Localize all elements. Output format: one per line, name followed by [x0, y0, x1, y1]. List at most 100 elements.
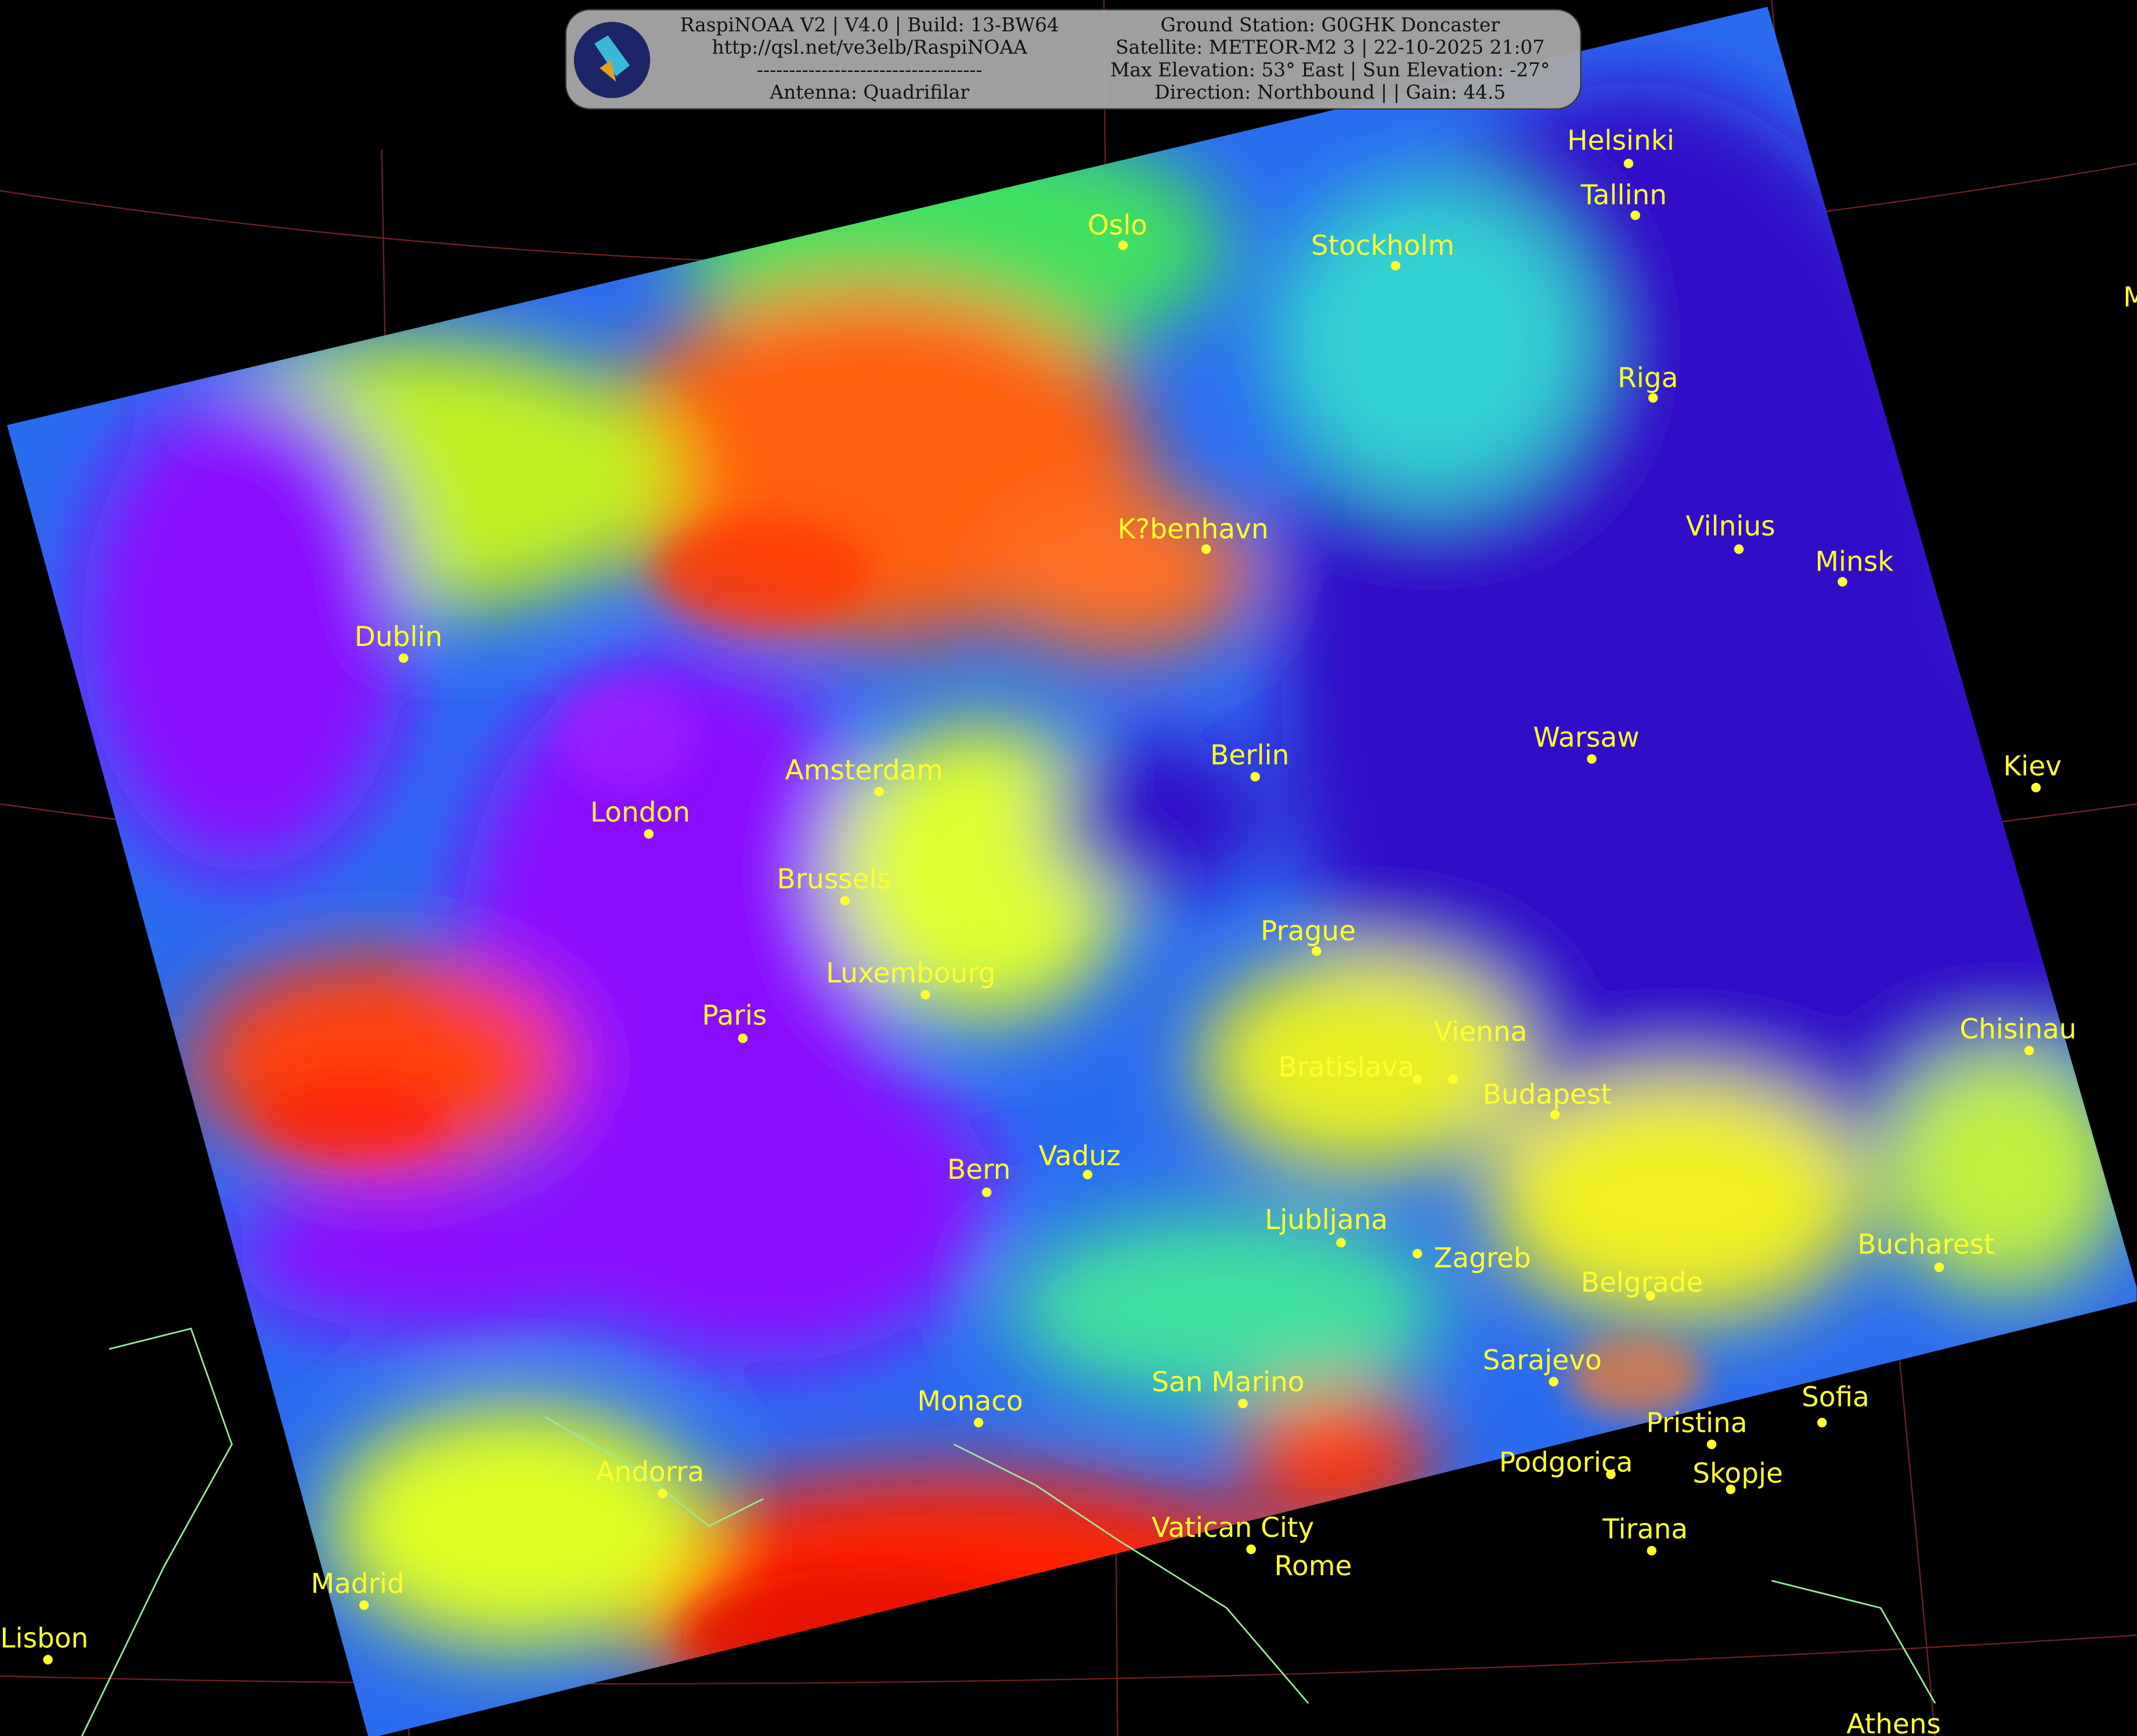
city-london: London [590, 797, 690, 839]
city-m: M [2123, 281, 2137, 313]
city-marker-icon [1250, 771, 1260, 782]
city-label: Sarajevo [1483, 1344, 1602, 1376]
city-label: Minsk [1815, 546, 1894, 578]
city-marker-icon [658, 1488, 667, 1499]
city-label: San Marino [1151, 1366, 1304, 1398]
city-bratislava: Bratislava [1279, 1052, 1423, 1084]
city-podgorica: Podgorica [1499, 1447, 1633, 1479]
city-marker-icon [1246, 1544, 1256, 1554]
city-marker-icon [1391, 261, 1400, 271]
city-label: Bucharest [1857, 1229, 1994, 1261]
city-andorra: Andorra [595, 1456, 704, 1499]
city-label: Vienna [1434, 1016, 1527, 1048]
city-label: Riga [1618, 362, 1678, 394]
city-marker-icon [644, 829, 654, 839]
city-marker-icon [738, 1033, 748, 1044]
city-dublin: Dublin [355, 621, 443, 663]
header-left-line: Antenna: Quadrifilar [769, 81, 969, 103]
city-label: K?benhavn [1118, 513, 1269, 545]
city-marker-icon [1734, 544, 1744, 554]
city-label: Rome [1275, 1550, 1352, 1582]
city-marker-icon [1548, 1377, 1559, 1387]
city-label: Ljubljana [1265, 1204, 1388, 1236]
city-monaco: Monaco [917, 1385, 1023, 1428]
header-right-line: Direction: Northbound | | Gain: 44.5 [1154, 81, 1506, 103]
city-riga: Riga [1618, 362, 1678, 403]
city-label: Bratislava [1279, 1052, 1415, 1084]
city-tallinn: Tallinn [1580, 179, 1667, 221]
city-marker-icon [1706, 1439, 1717, 1449]
city-label: Tallinn [1580, 179, 1667, 211]
city-marker-icon [1412, 1248, 1423, 1259]
city-marker-icon [1648, 393, 1658, 403]
city-label: Luxembourg [826, 958, 996, 990]
city-label: Tirana [1602, 1514, 1688, 1546]
city-vilnius: Vilnius [1686, 511, 1775, 554]
city-lisbon: Lisbon [0, 1622, 88, 1665]
city-marker-icon [1623, 158, 1634, 168]
city-bucharest: Bucharest [1857, 1229, 1995, 1272]
city-marker-icon [1336, 1237, 1346, 1248]
city-label: Andorra [595, 1456, 704, 1488]
city-marker-icon [874, 786, 884, 797]
city-sofia: Sofia [1802, 1381, 1869, 1428]
city-oslo: Oslo [1088, 210, 1147, 250]
city-label: Zagreb [1434, 1242, 1531, 1274]
city-marker-icon [921, 990, 930, 1000]
city-skopje: Skopje [1692, 1457, 1783, 1495]
city-label: Belgrade [1581, 1267, 1703, 1299]
city-marker-icon [1726, 1484, 1736, 1495]
header-right-line: Ground Station: G0GHK Doncaster [1160, 13, 1500, 36]
city-marker-icon [1412, 1074, 1423, 1084]
header-left-line: http://qsl.net/ve3elb/RaspiNOAA [712, 36, 1028, 59]
city-marker-icon [359, 1600, 369, 1610]
city-marker-icon [1606, 1470, 1616, 1479]
city-zagreb: Zagreb [1412, 1242, 1531, 1274]
city-budapest: Budapest [1483, 1079, 1612, 1120]
city-helsinki: Helsinki [1567, 125, 1674, 168]
city-tirana: Tirana [1602, 1514, 1688, 1555]
city-label: Kiev [2004, 750, 2062, 782]
city-label: Stockholm [1311, 230, 1454, 262]
city-rome: Rome [1246, 1544, 1352, 1582]
city-chisinau: Chisinau [1959, 1013, 2077, 1056]
city-label: Skopje [1692, 1457, 1783, 1489]
city-sarajevo: Sarajevo [1483, 1344, 1602, 1387]
city-prague: Prague [1261, 915, 1356, 956]
city-marker-icon [1550, 1110, 1560, 1120]
city-marker-icon [981, 1188, 992, 1197]
city-label: Madrid [311, 1568, 405, 1600]
city-label: Vaduz [1038, 1140, 1120, 1172]
city-marker-icon [973, 1417, 984, 1428]
city-stockholm: Stockholm [1311, 230, 1454, 271]
city-label: Paris [702, 999, 767, 1031]
city-marker-icon [2031, 782, 2041, 793]
city-marker-icon [1118, 240, 1128, 250]
city-marker-icon [399, 653, 409, 663]
city-label: M [2123, 281, 2137, 313]
city-marker-icon [1201, 544, 1211, 554]
city-belgrade: Belgrade [1581, 1267, 1703, 1301]
city-label: Brussels [777, 864, 891, 896]
city-marker-icon [1645, 1291, 1655, 1301]
city-berlin: Berlin [1210, 739, 1289, 782]
city-pristina: Pristina [1646, 1407, 1748, 1449]
city-ljubljana: Ljubljana [1265, 1204, 1388, 1248]
city-marker-icon [43, 1655, 53, 1665]
city-brussels: Brussels [777, 864, 891, 906]
city-athens: Athens [1847, 1708, 1941, 1736]
city-label: Warsaw [1533, 722, 1640, 754]
city-marker-icon [1838, 577, 1847, 587]
city-madrid: Madrid [311, 1568, 405, 1610]
city-minsk: Minsk [1815, 546, 1894, 587]
city-paris: Paris [702, 999, 767, 1044]
city-marker-icon [1647, 1546, 1657, 1555]
city-label: Budapest [1483, 1079, 1612, 1111]
city-label: Dublin [355, 621, 443, 653]
city-k-benhavn: K?benhavn [1118, 513, 1269, 554]
city-label: Oslo [1088, 210, 1147, 241]
city-label: Monaco [917, 1385, 1023, 1417]
city-luxembourg: Luxembourg [826, 958, 996, 1000]
